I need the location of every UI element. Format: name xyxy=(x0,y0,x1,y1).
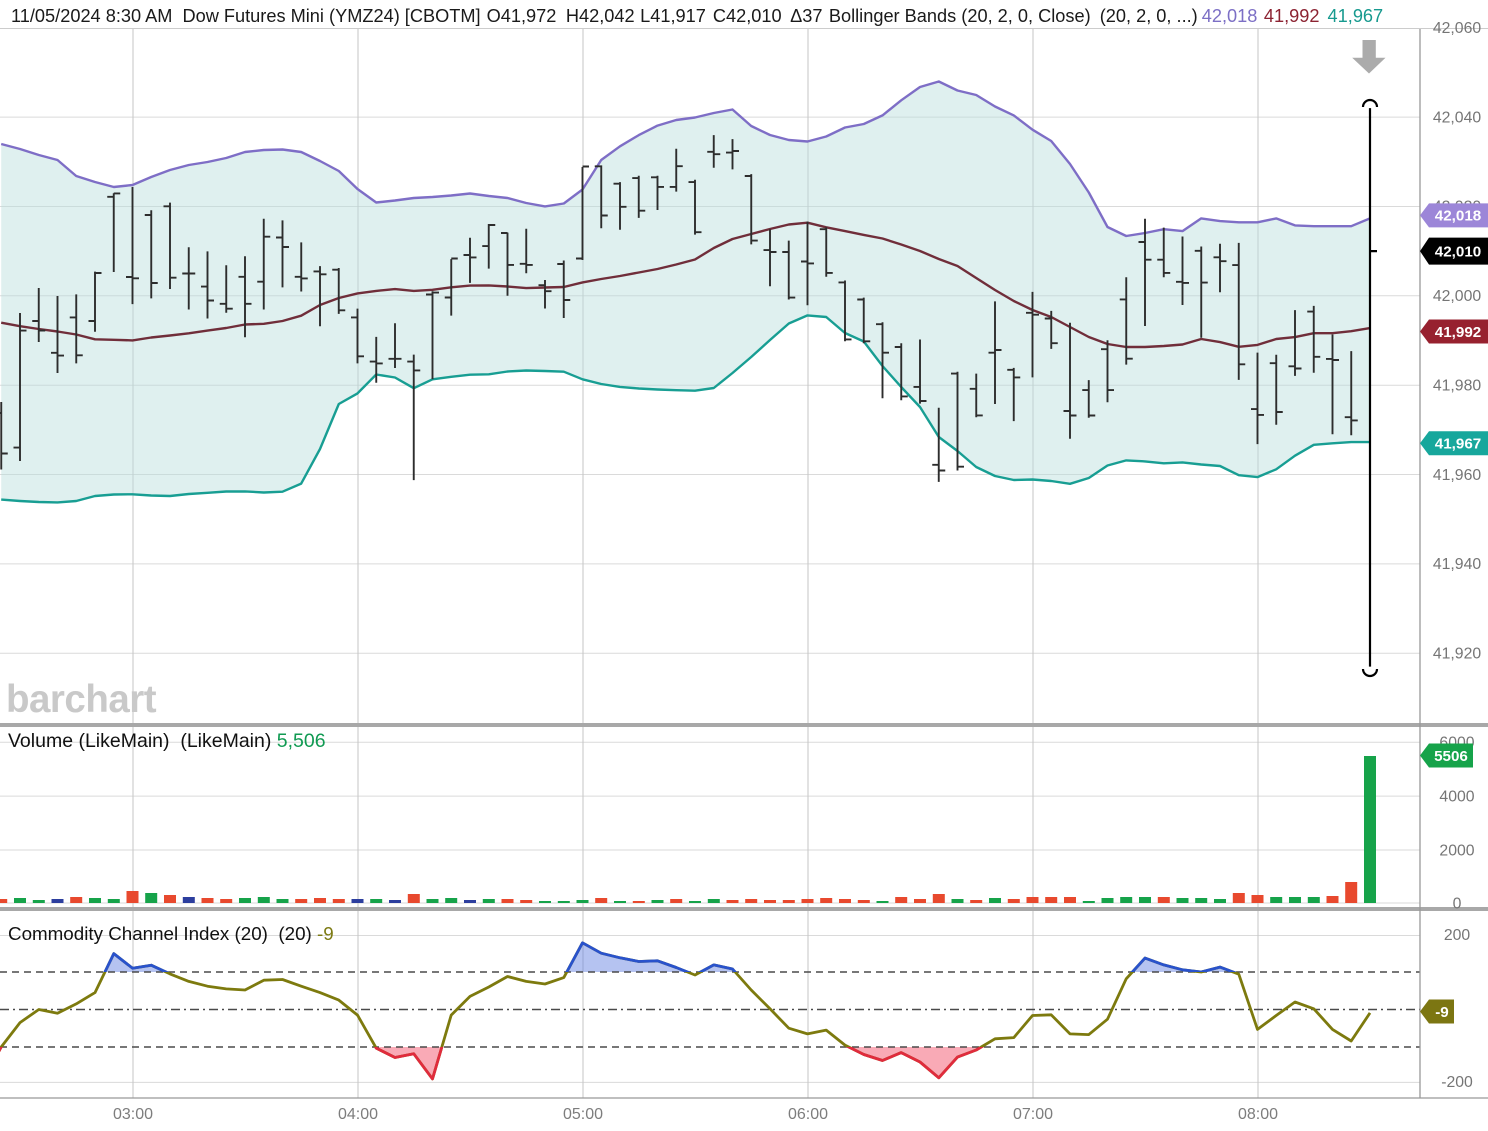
svg-text:200: 200 xyxy=(1444,927,1471,944)
svg-text:05:00: 05:00 xyxy=(563,1106,603,1123)
svg-text:41,992: 41,992 xyxy=(1435,324,1481,341)
svg-text:Commodity Channel Index (20): Commodity Channel Index (20) (20) -9 xyxy=(8,923,334,944)
svg-text:41,980: 41,980 xyxy=(1433,378,1482,395)
svg-text:2000: 2000 xyxy=(1439,842,1474,859)
svg-text:42,040: 42,040 xyxy=(1433,109,1482,126)
svg-text:41,920: 41,920 xyxy=(1433,646,1482,663)
svg-text:42,000: 42,000 xyxy=(1433,288,1482,305)
svg-text:07:00: 07:00 xyxy=(1013,1106,1053,1123)
svg-text:5506: 5506 xyxy=(1434,748,1468,765)
svg-text:42,010: 42,010 xyxy=(1435,243,1481,260)
svg-text:-9: -9 xyxy=(1435,1004,1449,1021)
svg-text:04:00: 04:00 xyxy=(338,1106,378,1123)
svg-text:42,018: 42,018 xyxy=(1435,208,1481,225)
svg-text:41,940: 41,940 xyxy=(1433,556,1482,573)
svg-text:41,960: 41,960 xyxy=(1433,467,1482,484)
svg-text:42,060: 42,060 xyxy=(1433,20,1482,37)
svg-text:4000: 4000 xyxy=(1439,788,1474,805)
svg-text:03:00: 03:00 xyxy=(113,1106,153,1123)
svg-text:0: 0 xyxy=(1453,895,1462,912)
svg-text:41,967: 41,967 xyxy=(1435,436,1481,453)
svg-text:barchart: barchart xyxy=(6,678,157,721)
svg-text:06:00: 06:00 xyxy=(788,1106,828,1123)
svg-text:Volume (LikeMain) (LikeMain): Volume (LikeMain) (LikeMain) 5,506 xyxy=(8,730,326,752)
svg-text:08:00: 08:00 xyxy=(1238,1106,1278,1123)
svg-text:-200: -200 xyxy=(1441,1074,1473,1091)
